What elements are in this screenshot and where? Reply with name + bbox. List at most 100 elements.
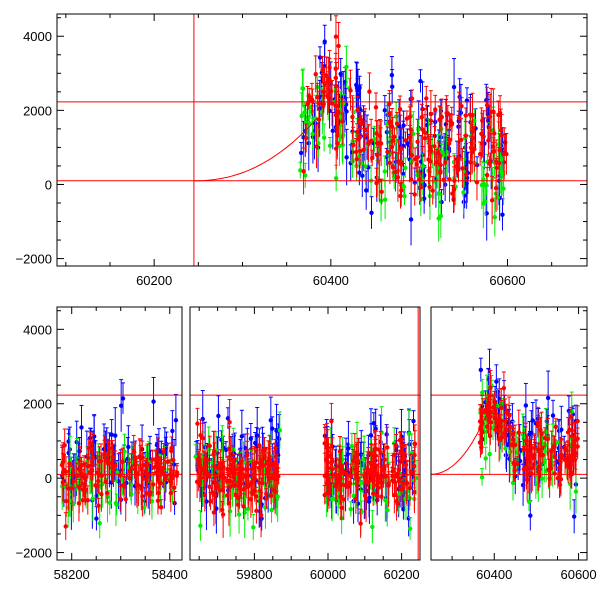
data-point [339,505,344,511]
data-point [531,456,537,461]
data-point [494,379,499,384]
data-point [407,115,412,120]
data-point [327,484,333,489]
data-point [559,453,565,458]
data-point [430,188,435,193]
data-point [227,420,232,425]
data-point [487,451,492,457]
data-point [538,427,543,433]
data-point [94,516,99,521]
data-point [217,488,223,493]
data-point [493,159,499,164]
data-point [401,507,406,512]
data-point [348,506,353,512]
data-point [107,446,113,451]
data-point [350,159,355,164]
data-point [569,428,575,433]
data-point [456,124,461,129]
data-point [495,403,500,409]
data-point [395,175,401,180]
data-point [436,216,441,221]
data-point [348,88,353,93]
data-point [356,459,361,464]
x-tick-label: 58400 [152,567,188,582]
data-point [252,463,257,468]
data-point [399,188,404,193]
data-point [168,490,174,496]
data-point [215,483,221,489]
data-point [390,138,395,143]
data-point [403,165,408,171]
data-point [274,469,279,474]
data-point [195,421,200,426]
data-point [298,150,304,156]
data-point [439,199,444,205]
data-point [359,160,364,166]
data-point [264,496,269,501]
data-point [224,478,230,484]
data-point [225,416,231,421]
data-point [365,479,371,485]
data-point [379,494,384,499]
data-point [424,96,429,101]
data-point [267,456,272,462]
data-point [302,110,307,115]
data-point [499,132,504,138]
data-point [491,109,496,114]
data-point [306,140,311,146]
data-point [353,149,359,155]
data-point [497,148,502,153]
data-point [275,494,280,499]
data-point [118,403,124,408]
data-point [371,420,377,426]
data-point [241,487,246,492]
data-point [344,155,349,160]
data-point [530,465,535,471]
bottom-segment-3-data [431,348,587,534]
data-point [443,122,449,127]
data-point [170,428,175,434]
data-point [196,461,201,466]
data-point [163,473,168,479]
data-point [140,494,145,499]
data-point [95,470,100,475]
data-point [527,432,532,437]
data-point [202,492,207,498]
bottom-segment-2-data [190,307,420,560]
data-point [362,133,368,138]
data-point [336,109,341,115]
data-point [333,176,339,181]
data-point [354,156,359,162]
data-point [238,477,244,482]
data-point [407,526,413,531]
data-point [374,180,379,186]
data-point [426,157,431,162]
data-point [385,507,390,513]
data-point [370,524,375,530]
data-point [415,139,420,145]
data-point [487,161,492,166]
data-point [498,157,504,162]
data-point [126,444,131,450]
y-tick-label: 2000 [23,103,52,118]
data-point [336,43,341,49]
data-point [449,122,454,127]
data-point [235,502,241,507]
data-point [491,149,496,154]
data-point [438,162,443,167]
data-point [409,153,415,158]
data-point [401,171,406,177]
data-point [363,164,368,169]
data-point [401,485,406,490]
data-point [144,491,149,496]
data-point [109,432,114,437]
x-tick-label: 60200 [384,567,420,582]
data-point [314,144,319,149]
data-point [321,135,327,140]
data-point [433,107,438,112]
data-point [333,112,339,118]
data-point [358,521,363,526]
data-point [408,217,414,222]
data-point [393,169,398,175]
data-point [385,445,390,450]
